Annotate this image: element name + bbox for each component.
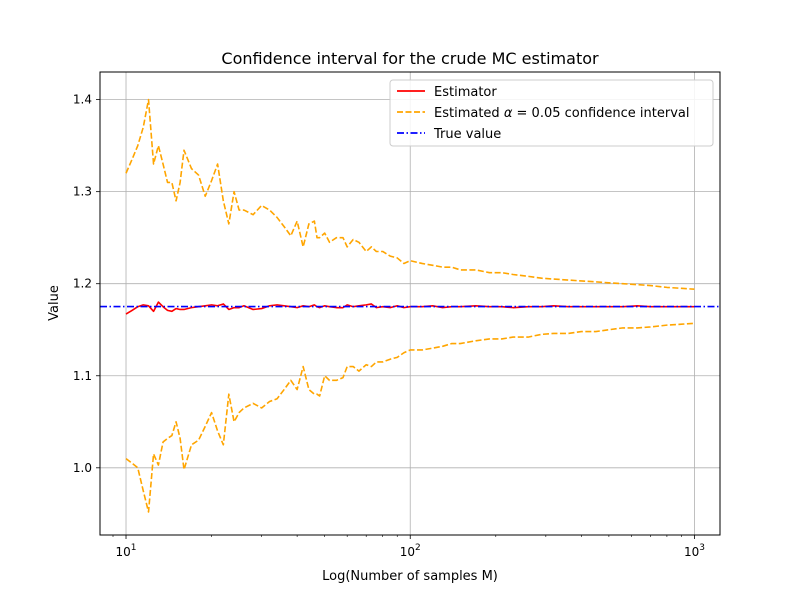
ci-upper-line — [125, 98, 695, 291]
x-tick-exponent: 2 — [415, 543, 421, 553]
legend-ci-symbol: α — [504, 106, 513, 121]
y-tick-label: 1.4 — [73, 93, 92, 107]
x-axis-label: Log(Number of samples M) — [322, 569, 498, 584]
ci-lower-line — [125, 322, 695, 513]
y-tick-label: 1.1 — [73, 369, 92, 383]
legend-box — [389, 79, 714, 147]
chart-title: Confidence interval for the crude MC est… — [221, 49, 599, 68]
x-tick-label: 103 — [684, 543, 705, 559]
legend-ci-suffix: = 0.05 confidence interval — [512, 106, 689, 121]
y-tick-label: 1.2 — [73, 277, 92, 291]
y-axis: 1.0 1.1 1.2 1.3 1.4 — [73, 93, 100, 475]
legend-true-value-label: True value — [433, 127, 501, 142]
y-tick-label: 1.0 — [73, 461, 92, 475]
legend-estimator-label: Estimator — [434, 85, 497, 100]
legend-ci-prefix: Estimated — [434, 106, 504, 121]
y-axis-label: Value — [47, 285, 62, 321]
data-layer — [100, 98, 720, 513]
legend: Estimator Estimated α = 0.05 confidence … — [389, 79, 714, 147]
y-tick-label: 1.3 — [73, 185, 92, 199]
estimator-line — [125, 301, 695, 315]
legend-ci-label: Estimated α = 0.05 confidence interval — [434, 106, 689, 121]
x-tick-label: 101 — [116, 543, 137, 559]
x-axis: 101 102 103 — [112, 535, 705, 559]
x-tick-label: 102 — [400, 543, 421, 559]
x-tick-exponent: 3 — [699, 543, 705, 553]
x-tick-exponent: 1 — [131, 543, 137, 553]
